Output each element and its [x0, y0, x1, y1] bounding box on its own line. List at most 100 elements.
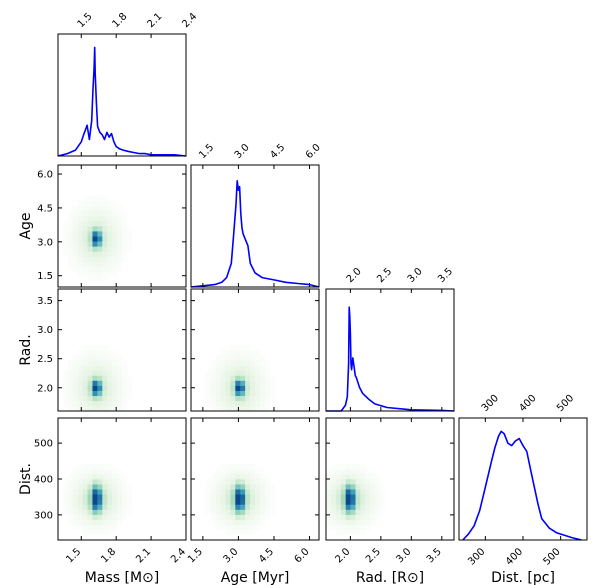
density-cell	[82, 200, 88, 206]
density-cell	[240, 463, 246, 470]
density-cell	[259, 375, 266, 381]
density-cell	[97, 256, 103, 262]
density-cell	[345, 473, 351, 480]
density-cell	[122, 251, 128, 257]
density-cell	[240, 360, 246, 366]
density-cell	[264, 473, 271, 480]
density-cell	[82, 479, 88, 485]
density-cell	[112, 519, 118, 526]
density-cell	[255, 350, 261, 356]
density-cell	[97, 400, 103, 407]
density-cell	[355, 484, 361, 490]
density-cell	[225, 355, 231, 361]
density-cell	[122, 375, 128, 381]
panel-rad-vs-age	[190, 288, 320, 412]
density-cell	[255, 365, 261, 371]
density-cell	[259, 355, 266, 361]
density-cell	[210, 385, 216, 391]
density-cell	[82, 484, 88, 490]
density-cell	[82, 385, 88, 391]
density-cell	[67, 405, 74, 412]
density-cell	[230, 473, 236, 480]
density-cell	[102, 200, 108, 206]
density-cell	[264, 365, 271, 371]
density-cell	[126, 246, 133, 252]
density-cell	[250, 390, 256, 397]
density-cell	[255, 479, 261, 485]
density-cell	[92, 405, 98, 412]
density-cell	[77, 220, 83, 227]
density-cell	[235, 529, 241, 536]
density-cell	[97, 365, 103, 371]
density-cell	[225, 479, 231, 485]
bottom-tick-label-rad: 2.0	[333, 546, 352, 565]
density-cell	[126, 380, 133, 386]
density-cell	[355, 524, 361, 531]
density-cell	[62, 380, 69, 386]
density-cell	[117, 405, 123, 412]
density-cell	[87, 210, 93, 217]
density-cell	[350, 504, 356, 510]
density-cell	[92, 241, 98, 247]
density-cell	[225, 380, 231, 386]
density-cell	[225, 519, 231, 526]
density-cell	[259, 484, 266, 490]
density-cell	[245, 360, 251, 366]
histogram-line-mass	[57, 46, 187, 157]
density-cell	[345, 463, 351, 470]
density-cell	[365, 519, 371, 526]
row-label-age: Age	[18, 212, 34, 239]
density-cell	[250, 509, 256, 515]
density-cell	[107, 484, 113, 490]
density-cell	[67, 226, 74, 232]
density-cell	[259, 380, 266, 386]
bottom-tick-label-dist: 400	[504, 546, 525, 567]
density-cell	[87, 200, 93, 206]
density-cell	[380, 489, 386, 495]
density-cell	[126, 226, 133, 232]
density-cell	[82, 261, 88, 267]
density-cell	[107, 400, 113, 407]
density-cell	[360, 514, 366, 520]
top-tick-label-dist: 300	[480, 393, 501, 414]
density-cell	[72, 509, 78, 515]
density-cell	[112, 380, 118, 386]
density-cell	[72, 261, 78, 267]
density-cell	[67, 395, 74, 402]
density-cell	[82, 375, 88, 381]
density-cell	[97, 350, 103, 356]
density-cell	[205, 380, 211, 386]
density-cell	[62, 370, 69, 376]
density-cell	[235, 375, 241, 381]
density-cell	[230, 355, 236, 361]
density-cell	[92, 276, 98, 283]
density-cell	[112, 251, 118, 257]
density-cell	[107, 514, 113, 520]
density-cell	[82, 494, 88, 500]
density-cell	[82, 365, 88, 371]
density-cell	[67, 360, 74, 366]
density-cell	[269, 509, 275, 515]
density-cell	[107, 529, 113, 536]
density-cell	[215, 380, 221, 386]
density-cell	[102, 205, 108, 212]
density-cell	[112, 266, 118, 273]
density-cell	[87, 370, 93, 376]
density-cell	[77, 479, 83, 485]
density-cell	[375, 514, 381, 520]
density-cell	[235, 484, 241, 490]
density-cell	[245, 385, 251, 391]
density-cell	[72, 499, 78, 505]
density-cell	[255, 355, 261, 361]
density-cell	[240, 380, 246, 386]
density-cell	[250, 468, 256, 475]
density-cell	[87, 195, 93, 201]
density-cell	[330, 504, 337, 510]
density-cell	[126, 489, 133, 495]
density-cell	[82, 514, 88, 520]
density-cell	[215, 524, 221, 531]
density-cell	[225, 514, 231, 520]
density-cell	[107, 226, 113, 232]
density-cell	[215, 400, 221, 407]
